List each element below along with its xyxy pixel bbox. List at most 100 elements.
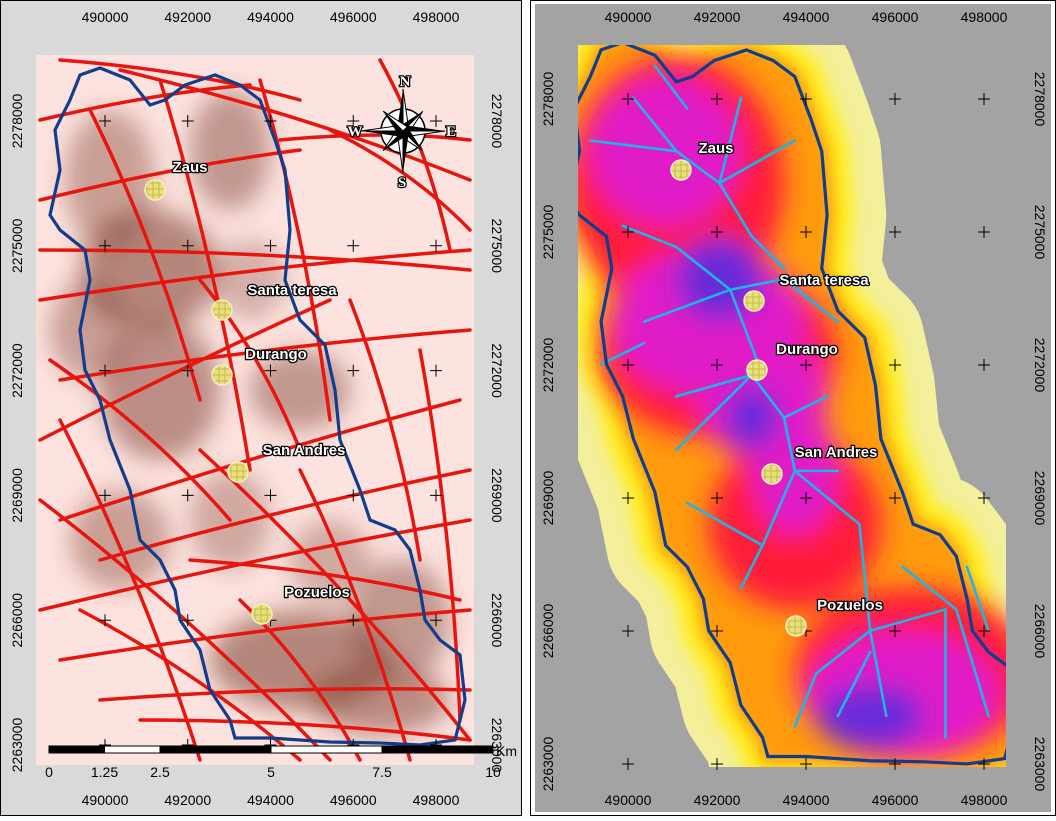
town-marker bbox=[251, 603, 273, 625]
town-label: San Andres bbox=[263, 442, 346, 459]
y-coordinate-label: 2266000 bbox=[9, 593, 25, 648]
y-coordinate-label: 2278000 bbox=[9, 94, 25, 149]
fault-line bbox=[418, 348, 462, 722]
scale-bar-segment bbox=[48, 745, 105, 754]
x-coordinate-label: 498000 bbox=[961, 9, 1008, 25]
scale-bar-label: 0 bbox=[45, 764, 53, 780]
grid-cross bbox=[978, 758, 990, 770]
fault-line bbox=[98, 468, 472, 562]
heat-blob bbox=[816, 684, 924, 748]
river bbox=[901, 565, 990, 718]
river bbox=[793, 629, 872, 728]
river bbox=[599, 341, 646, 366]
x-coordinate-label: 494000 bbox=[783, 9, 830, 25]
y-coordinate-label: 2275000 bbox=[489, 219, 505, 274]
river bbox=[868, 608, 947, 633]
scale-bar-unit: Km bbox=[496, 743, 517, 759]
grid-cross bbox=[889, 93, 901, 105]
town-marker bbox=[211, 299, 233, 321]
x-coordinate-label: 492000 bbox=[164, 9, 211, 25]
grid-cross bbox=[181, 364, 194, 377]
river bbox=[965, 565, 990, 633]
grid-cross bbox=[99, 614, 111, 627]
y-coordinate-label: 2275000 bbox=[9, 218, 25, 273]
town-marker bbox=[746, 359, 768, 381]
grid-cross bbox=[800, 492, 812, 504]
x-coordinate-label: 496000 bbox=[872, 792, 919, 808]
density-blob bbox=[50, 280, 130, 380]
fault-line bbox=[348, 298, 422, 562]
grid-cross bbox=[347, 364, 360, 377]
river bbox=[836, 650, 872, 718]
density-blob bbox=[190, 90, 270, 210]
fault-line bbox=[38, 248, 472, 302]
fault-line bbox=[58, 328, 472, 382]
fault-line bbox=[198, 278, 302, 452]
town-label: Zaus bbox=[698, 140, 733, 157]
y-coordinate-label: 2266000 bbox=[540, 604, 556, 659]
grid-cross bbox=[347, 239, 360, 252]
fault-line bbox=[38, 83, 252, 122]
compass-south: S bbox=[398, 175, 406, 191]
grid-cross bbox=[430, 489, 442, 502]
grid-cross bbox=[430, 239, 442, 252]
density-blob bbox=[310, 665, 450, 735]
river bbox=[718, 96, 786, 270]
right-map-area bbox=[578, 45, 1006, 767]
river-network bbox=[589, 64, 990, 739]
scale-bar-label: 1.25 bbox=[91, 764, 118, 780]
river bbox=[653, 64, 689, 110]
fault-line bbox=[158, 78, 252, 472]
grid-cross bbox=[978, 359, 990, 371]
town-marker bbox=[670, 159, 692, 181]
grid-cross bbox=[622, 93, 634, 105]
density-blob bbox=[65, 110, 155, 250]
town-marker bbox=[743, 290, 765, 312]
x-coordinate-label: 498000 bbox=[961, 792, 1008, 808]
y-coordinate-label: 2269000 bbox=[9, 468, 25, 523]
fault-line bbox=[38, 248, 472, 272]
density-blob bbox=[215, 240, 285, 320]
town-label: Durango bbox=[776, 341, 838, 358]
x-coordinate-label: 490000 bbox=[605, 9, 652, 25]
watershed-boundary bbox=[48, 66, 467, 747]
fault-line bbox=[98, 687, 472, 702]
fault-line bbox=[188, 558, 462, 602]
x-coordinate-label: 492000 bbox=[694, 792, 741, 808]
x-coordinate-label: 498000 bbox=[413, 9, 460, 25]
grid-cross bbox=[181, 115, 194, 127]
watershed-boundary bbox=[578, 45, 1006, 766]
fault-line bbox=[328, 128, 472, 232]
town-marker bbox=[227, 461, 249, 483]
fault-line bbox=[38, 498, 332, 762]
grid-cross bbox=[347, 115, 360, 127]
grid-cross bbox=[99, 115, 111, 127]
grid-cross bbox=[711, 492, 723, 504]
grid-cross bbox=[99, 239, 111, 252]
y-coordinate-label: 2275000 bbox=[1032, 205, 1048, 260]
y-coordinate-label: 2272000 bbox=[489, 343, 505, 398]
grid-cross bbox=[264, 239, 277, 252]
grid-cross bbox=[622, 625, 634, 637]
grid-cross bbox=[622, 758, 634, 770]
y-coordinate-label: 2269000 bbox=[1032, 471, 1048, 526]
x-coordinate-label: 492000 bbox=[694, 9, 741, 25]
x-coordinate-label: 490000 bbox=[82, 792, 129, 808]
y-coordinate-label: 2263000 bbox=[1032, 737, 1048, 792]
fault-line bbox=[298, 468, 412, 762]
y-coordinate-label: 2272000 bbox=[540, 338, 556, 393]
town-label: Pozuelos bbox=[817, 597, 883, 614]
y-coordinate-label: 2272000 bbox=[1032, 338, 1048, 393]
fault-line bbox=[58, 398, 462, 522]
town-label: Pozuelos bbox=[284, 584, 350, 601]
x-coordinate-label: 490000 bbox=[605, 792, 652, 808]
density-blob bbox=[70, 490, 170, 590]
grid-cross bbox=[978, 625, 990, 637]
scale-bar-segment bbox=[104, 745, 161, 754]
grid-cross bbox=[622, 492, 634, 504]
x-coordinate-label: 494000 bbox=[247, 9, 294, 25]
grid-cross bbox=[430, 115, 442, 127]
fault-line bbox=[38, 148, 302, 202]
fault-line bbox=[88, 108, 202, 402]
